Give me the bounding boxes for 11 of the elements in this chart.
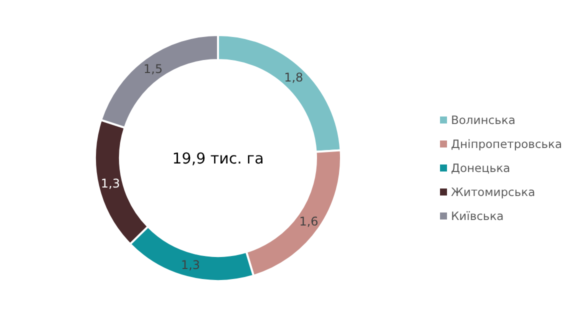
legend-label: Донецька: [451, 161, 510, 176]
legend-label: Житомирська: [451, 185, 536, 200]
data-label: 1,5: [144, 62, 163, 76]
legend-label: Київська: [451, 209, 504, 224]
legend-label: Волинська: [451, 113, 516, 128]
legend-label: Дніпропетровська: [451, 137, 562, 152]
data-label: 1,8: [284, 70, 304, 85]
text: 19,9 тис. га: [172, 149, 264, 168]
data-label: 1,6: [299, 214, 318, 228]
data-label: 1,3: [180, 258, 200, 272]
data-label: 1,3: [100, 176, 120, 190]
